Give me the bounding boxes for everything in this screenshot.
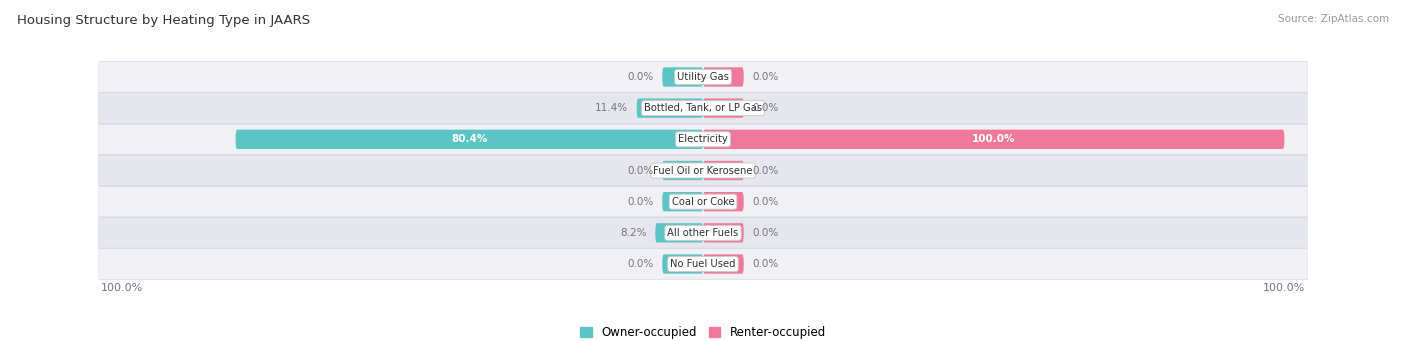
FancyBboxPatch shape	[98, 155, 1308, 186]
FancyBboxPatch shape	[662, 161, 703, 180]
Text: Utility Gas: Utility Gas	[678, 72, 728, 82]
FancyBboxPatch shape	[662, 67, 703, 87]
FancyBboxPatch shape	[98, 218, 1308, 248]
FancyBboxPatch shape	[98, 93, 1308, 123]
Text: 0.0%: 0.0%	[752, 72, 779, 82]
FancyBboxPatch shape	[703, 99, 744, 118]
Text: 0.0%: 0.0%	[627, 259, 654, 269]
FancyBboxPatch shape	[637, 99, 703, 118]
Text: Source: ZipAtlas.com: Source: ZipAtlas.com	[1278, 14, 1389, 24]
Text: 80.4%: 80.4%	[451, 134, 488, 144]
FancyBboxPatch shape	[662, 192, 703, 211]
FancyBboxPatch shape	[98, 155, 1308, 186]
FancyBboxPatch shape	[98, 249, 1308, 280]
Text: 0.0%: 0.0%	[752, 103, 779, 113]
Text: 100.0%: 100.0%	[1263, 283, 1305, 293]
Legend: Owner-occupied, Renter-occupied: Owner-occupied, Renter-occupied	[575, 321, 831, 341]
Text: 100.0%: 100.0%	[972, 134, 1015, 144]
Text: No Fuel Used: No Fuel Used	[671, 259, 735, 269]
Text: 100.0%: 100.0%	[101, 283, 143, 293]
FancyBboxPatch shape	[703, 192, 744, 211]
FancyBboxPatch shape	[98, 61, 1308, 92]
Text: 0.0%: 0.0%	[627, 165, 654, 176]
FancyBboxPatch shape	[703, 67, 744, 87]
FancyBboxPatch shape	[703, 161, 744, 180]
Text: Housing Structure by Heating Type in JAARS: Housing Structure by Heating Type in JAA…	[17, 14, 309, 27]
Text: Fuel Oil or Kerosene: Fuel Oil or Kerosene	[654, 165, 752, 176]
FancyBboxPatch shape	[98, 124, 1308, 155]
FancyBboxPatch shape	[98, 92, 1308, 124]
FancyBboxPatch shape	[98, 187, 1308, 217]
FancyBboxPatch shape	[98, 62, 1308, 92]
Text: Electricity: Electricity	[678, 134, 728, 144]
Text: 0.0%: 0.0%	[752, 259, 779, 269]
Text: All other Fuels: All other Fuels	[668, 228, 738, 238]
Text: Coal or Coke: Coal or Coke	[672, 197, 734, 207]
FancyBboxPatch shape	[703, 254, 744, 274]
Text: 0.0%: 0.0%	[752, 228, 779, 238]
Text: 0.0%: 0.0%	[752, 197, 779, 207]
Text: 0.0%: 0.0%	[627, 197, 654, 207]
Text: 8.2%: 8.2%	[620, 228, 647, 238]
FancyBboxPatch shape	[236, 130, 703, 149]
FancyBboxPatch shape	[98, 217, 1308, 249]
Text: 0.0%: 0.0%	[627, 72, 654, 82]
FancyBboxPatch shape	[98, 186, 1308, 217]
FancyBboxPatch shape	[703, 130, 1284, 149]
FancyBboxPatch shape	[98, 249, 1308, 279]
FancyBboxPatch shape	[655, 223, 703, 242]
FancyBboxPatch shape	[703, 223, 744, 242]
Text: 0.0%: 0.0%	[752, 165, 779, 176]
Text: Bottled, Tank, or LP Gas: Bottled, Tank, or LP Gas	[644, 103, 762, 113]
FancyBboxPatch shape	[662, 254, 703, 274]
FancyBboxPatch shape	[98, 124, 1308, 154]
Text: 11.4%: 11.4%	[595, 103, 628, 113]
